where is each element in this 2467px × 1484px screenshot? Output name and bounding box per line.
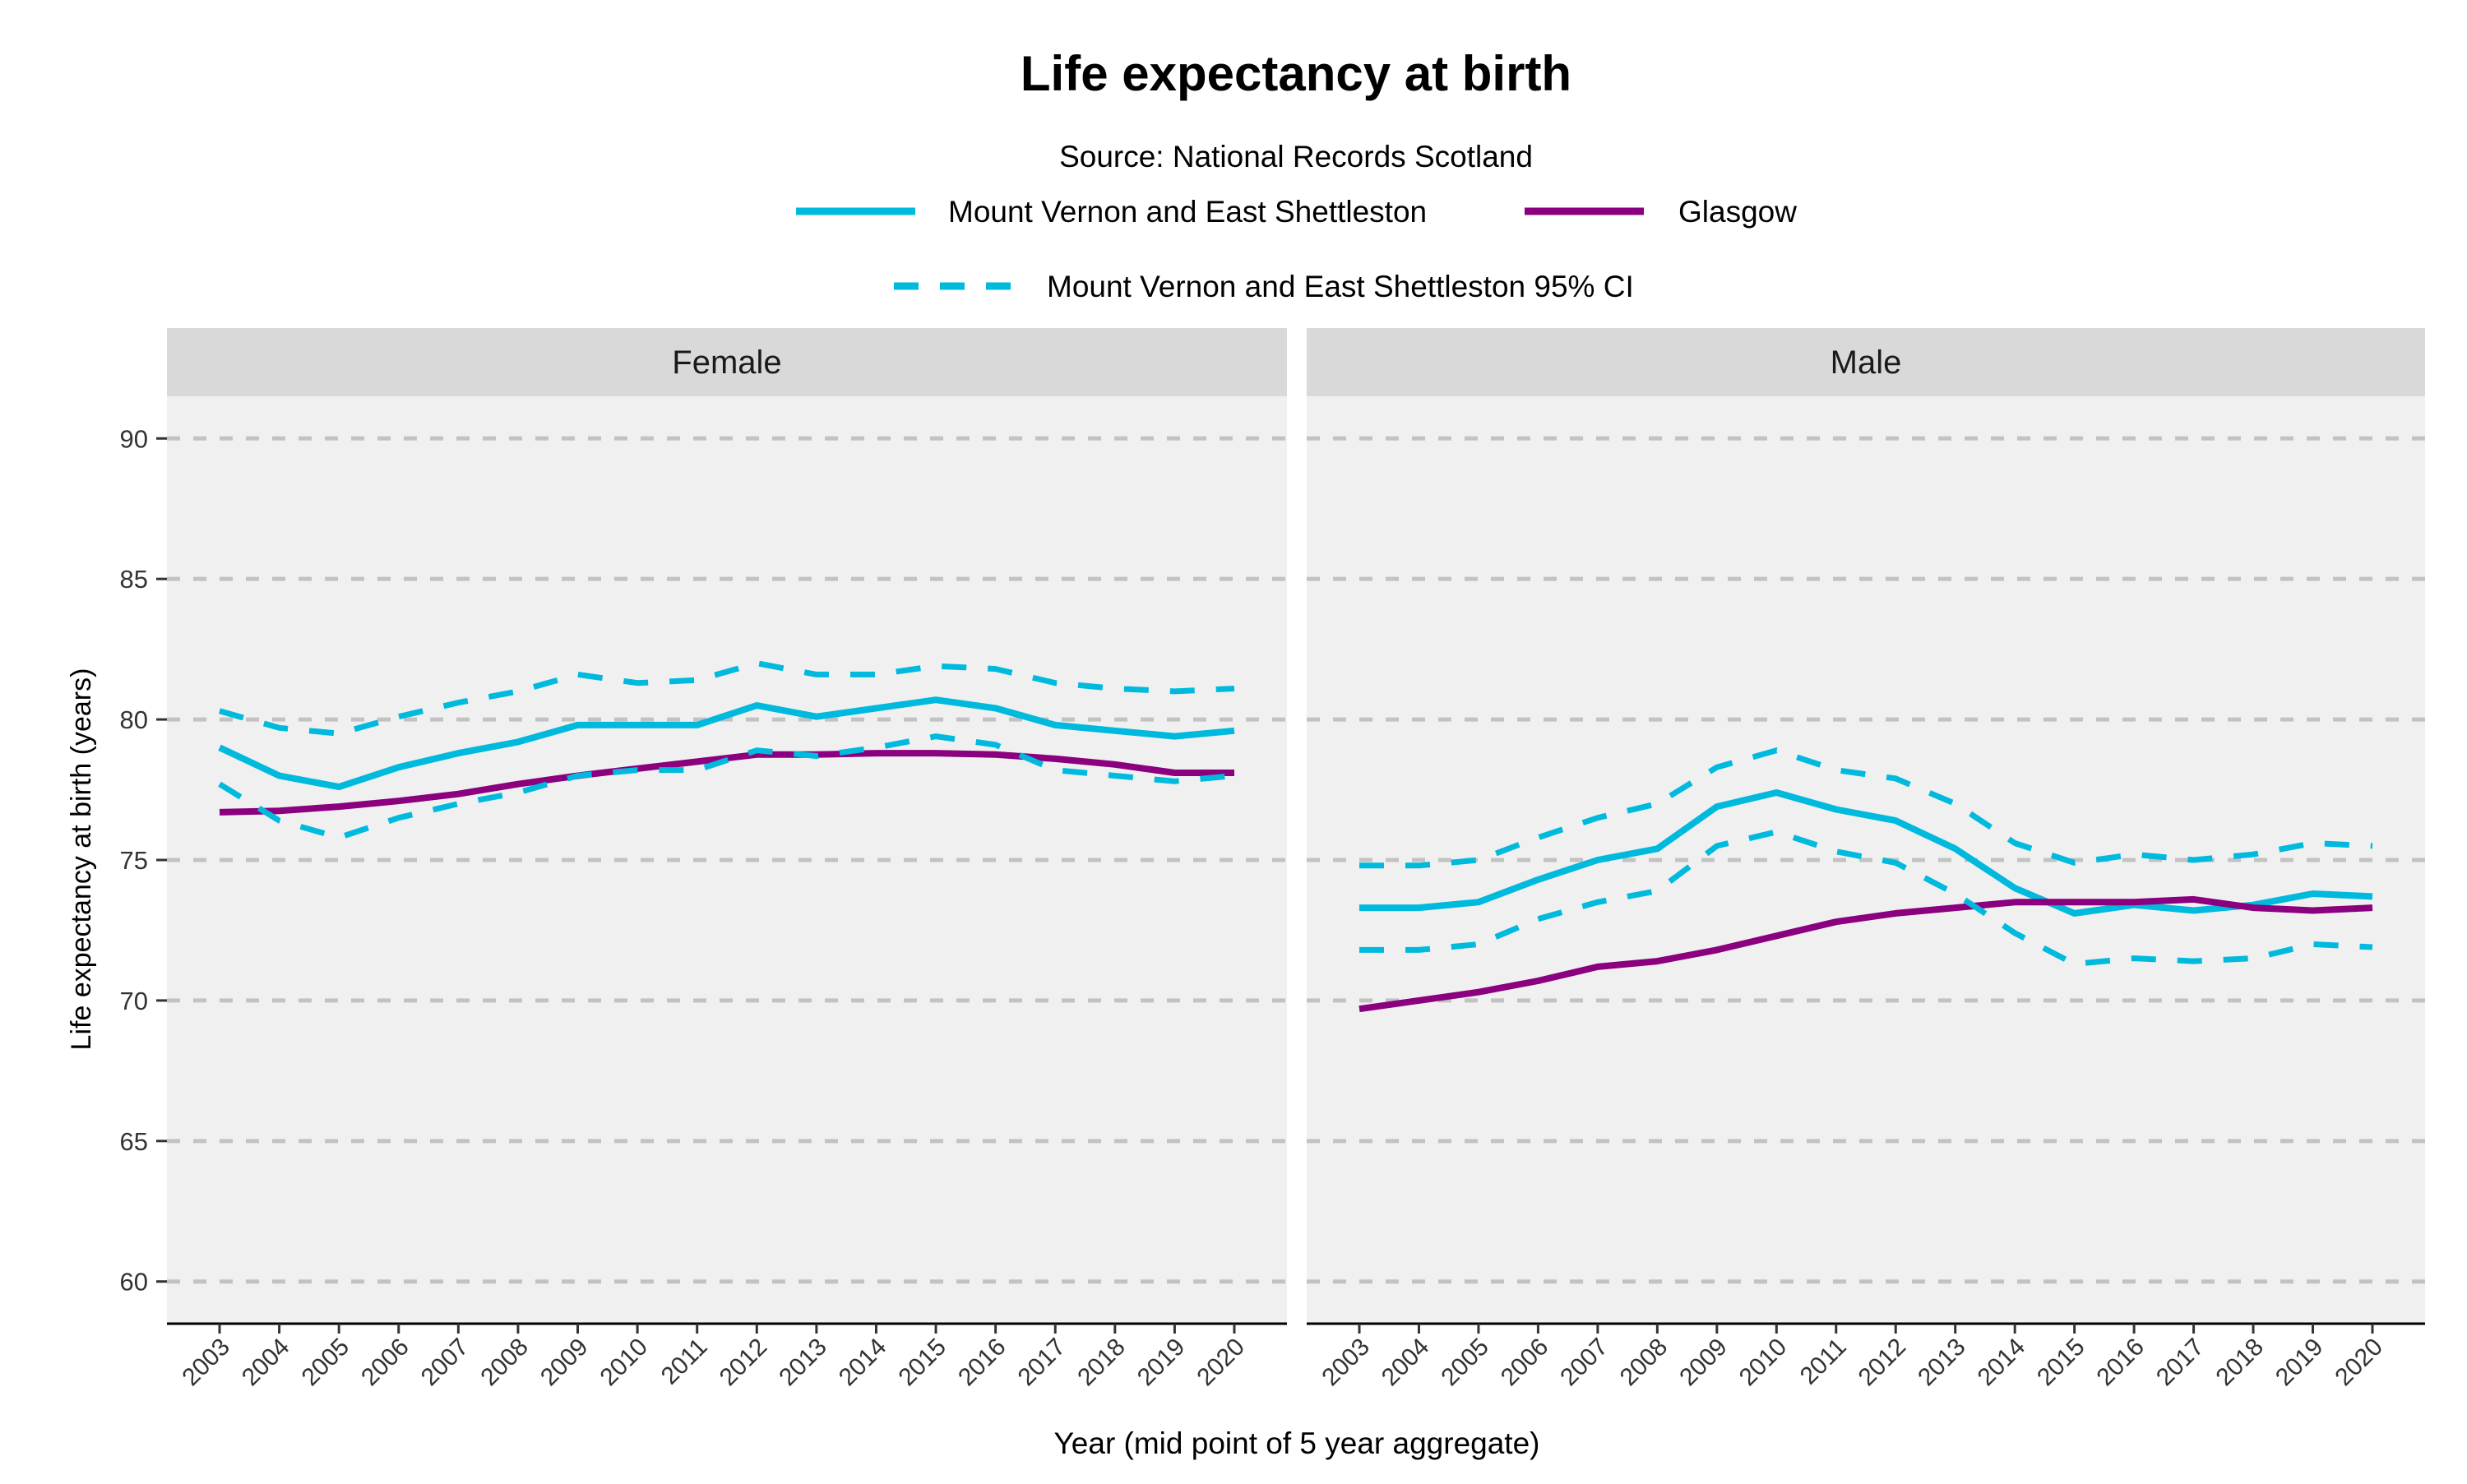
x-tick-label: 2009: [535, 1334, 594, 1392]
x-tick-label: 2020: [2330, 1334, 2388, 1392]
facet-label: Male: [1831, 344, 1902, 381]
x-tick-label: 2010: [1734, 1334, 1793, 1392]
y-axis-title: Life expectancy at birth (years): [66, 668, 97, 1051]
y-tick-label: 85: [120, 565, 148, 594]
x-tick-label: 2003: [1317, 1334, 1375, 1392]
x-tick-label: 2006: [356, 1334, 414, 1392]
x-tick-label: 2009: [1674, 1334, 1733, 1392]
x-tick-label: 2020: [1192, 1334, 1250, 1392]
x-tick-label: 2008: [1615, 1334, 1673, 1392]
x-axis-title: Year (mid point of 5 year aggregate): [1054, 1426, 1540, 1460]
series-line-mv: [218, 696, 1235, 791]
x-tick-label: 2003: [177, 1334, 235, 1392]
x-tick-label: 2018: [2210, 1334, 2269, 1392]
x-tick-label: 2004: [1377, 1334, 1435, 1392]
x-tick-label: 2006: [1496, 1334, 1554, 1392]
x-tick-label: 2015: [893, 1334, 951, 1392]
x-tick-label: 2010: [595, 1334, 654, 1392]
facet-label: Female: [672, 344, 781, 381]
panel-male: Male 2003 2004 2005 2006 2007 2008 2009 2010 2011…: [1307, 328, 2425, 1391]
x-tick-label: 2018: [1072, 1334, 1131, 1392]
y-tick-label: 65: [120, 1127, 148, 1156]
chart-title: Life expectancy at birth: [1021, 46, 1571, 101]
x-tick-label: 2011: [656, 1334, 713, 1390]
x-tick-label: 2005: [1436, 1334, 1494, 1392]
series-line-glasgow: [1358, 895, 2373, 1013]
x-tick-label: 2012: [715, 1334, 773, 1392]
series-line-ci-upper: [219, 660, 1235, 737]
x-tick-label: 2007: [1555, 1334, 1613, 1392]
legend-label-mv: Mount Vernon and East Shettleston: [948, 195, 1427, 229]
facet-strip: [167, 328, 1287, 396]
x-tick-label: 2017: [1013, 1334, 1072, 1392]
x-tick-label: 2004: [237, 1334, 295, 1392]
legend-label-glasgow: Glasgow: [1678, 195, 1797, 229]
y-tick-label: 80: [120, 705, 148, 734]
legend: Mount Vernon and East Shettleston Glasgo…: [796, 195, 1797, 303]
x-tick-label: 2019: [2270, 1334, 2329, 1392]
x-tick-label: 2013: [1913, 1334, 1971, 1392]
x-tick-label: 2013: [774, 1334, 832, 1392]
x-tick-label: 2014: [1973, 1334, 2031, 1392]
x-tick-label: 2008: [475, 1334, 534, 1392]
y-tick-label: 75: [120, 846, 148, 875]
chart-subtitle: Source: National Records Scotland: [1059, 140, 1533, 173]
x-tick-label: 2016: [953, 1334, 1011, 1392]
x-tick-label: 2017: [2151, 1334, 2210, 1392]
series-line-mv: [1359, 789, 2373, 917]
x-tick-label: 2016: [2092, 1334, 2150, 1392]
x-tick-label: 2005: [297, 1334, 355, 1392]
x-tick-label: 2019: [1132, 1334, 1191, 1392]
x-tick-label: 2012: [1854, 1334, 1912, 1392]
facet-strip: [1307, 328, 2425, 396]
x-tick-label: 2007: [416, 1334, 474, 1392]
x-tick-label: 2015: [2032, 1334, 2090, 1392]
y-tick-label: 70: [120, 987, 148, 1015]
series-line-ci-lower: [218, 733, 1235, 841]
legend-label-ci: Mount Vernon and East Shettleston 95% CI: [1047, 270, 1634, 303]
y-tick-label: 60: [120, 1268, 148, 1297]
series-line-ci-upper: [1359, 747, 2373, 869]
x-tick-label: 2014: [834, 1334, 892, 1392]
x-tick-label: 2011: [1795, 1334, 1852, 1390]
y-tick-label: 90: [120, 424, 148, 453]
